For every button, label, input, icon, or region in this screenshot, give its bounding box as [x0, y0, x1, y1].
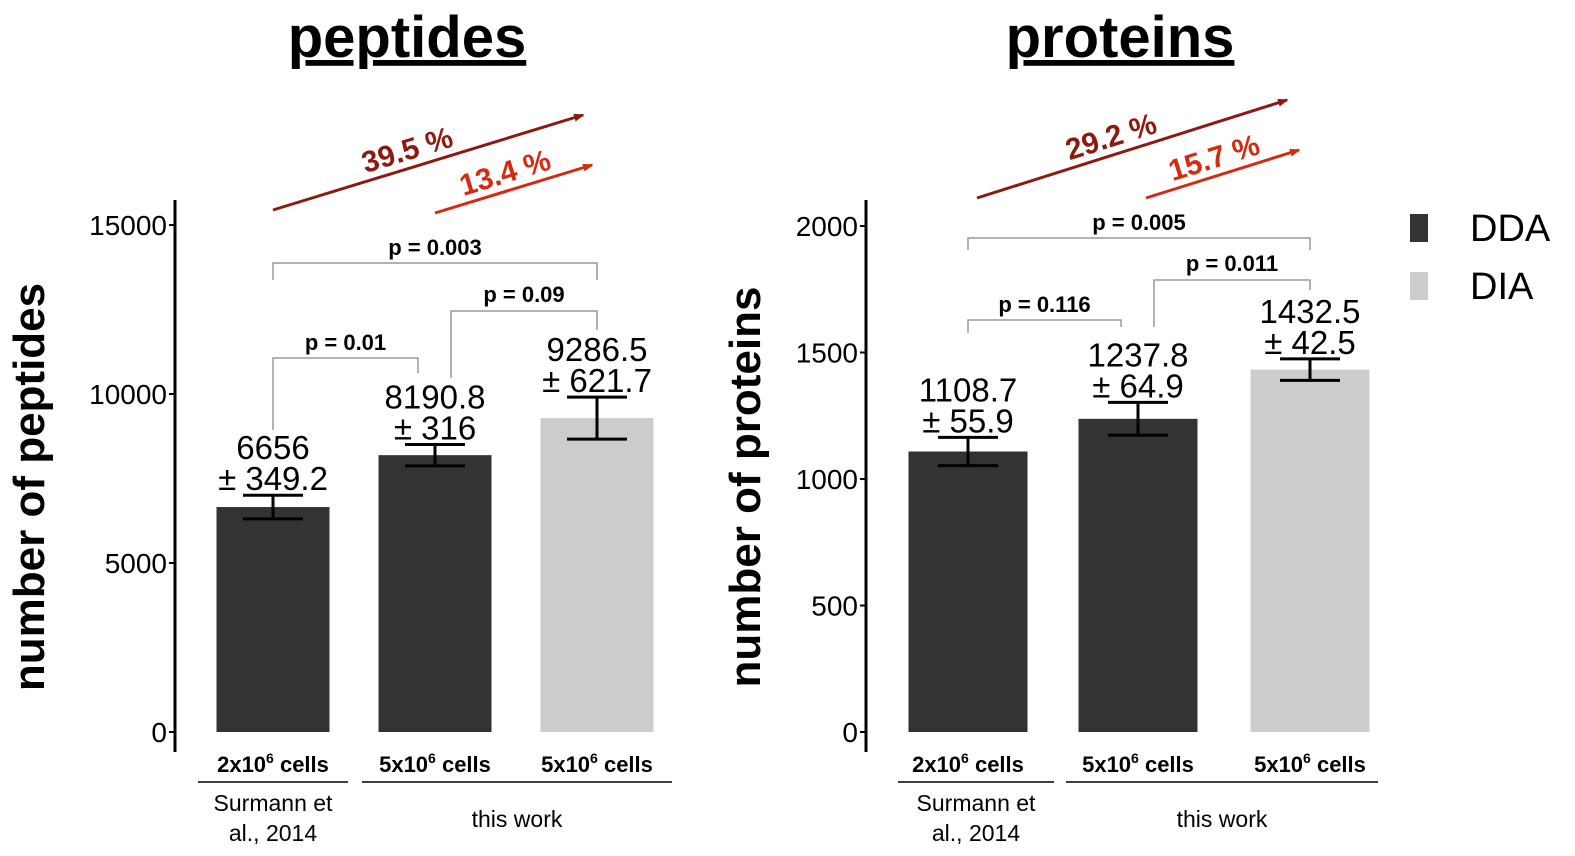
y-tick-label: 0	[842, 717, 858, 748]
x-label-base: 5x10	[1254, 752, 1303, 777]
x-label-rest: cells	[1311, 752, 1366, 777]
x-label-sup: 6	[1303, 750, 1311, 766]
bar-DIA	[1250, 369, 1370, 732]
y-tick-label: 15000	[89, 210, 167, 241]
value-label: 8190.8	[385, 378, 486, 415]
error-label: ± 64.9	[1092, 367, 1184, 404]
legend-swatch-DDA	[1410, 214, 1428, 242]
group-label: Surmann et	[214, 790, 334, 816]
x-tick-label: 5x106 cells	[1254, 750, 1366, 777]
x-label-rest: cells	[598, 752, 653, 777]
x-label-sup: 6	[961, 750, 969, 766]
p-value-label: p = 0.116	[998, 292, 1090, 317]
p-value-label: p = 0.003	[388, 235, 482, 260]
x-label-sup: 6	[266, 750, 274, 766]
significance-bracket	[272, 262, 598, 280]
x-label-sup: 6	[590, 750, 598, 766]
y-tick-label: 1500	[796, 338, 858, 369]
chart-title: proteins	[1006, 5, 1235, 70]
x-label-base: 5x10	[379, 752, 428, 777]
panel-peptides: peptides number of peptides 0 5000 10000 1500…	[5, 5, 672, 846]
group-label: al., 2014	[229, 820, 317, 846]
x-label-base: 5x10	[541, 752, 590, 777]
y-tick-label: 2000	[796, 211, 858, 242]
bar-DDA	[908, 451, 1028, 732]
y-axis-label: number of peptides	[5, 283, 54, 691]
bar-DDA	[378, 455, 492, 732]
group-label: this work	[1177, 806, 1268, 832]
y-tick-label: 5000	[105, 548, 167, 579]
group-label: this work	[472, 806, 563, 832]
x-label-rest: cells	[436, 752, 491, 777]
significance-bracket	[450, 310, 598, 378]
x-tick-label: 5x106 cells	[379, 750, 491, 777]
bar-DDA	[216, 507, 330, 732]
percent-increase-label: 39.5 %	[358, 121, 457, 180]
error-bar	[243, 493, 303, 521]
error-bar	[1280, 357, 1340, 382]
x-label-base: 2x10	[217, 752, 266, 777]
increase-arrow	[976, 98, 1287, 200]
error-bar	[405, 442, 465, 468]
x-label-rest: cells	[274, 752, 329, 777]
significance-bracket	[967, 237, 1311, 250]
x-label-rest: cells	[969, 752, 1024, 777]
x-tick-label: 5x106 cells	[1082, 750, 1194, 777]
y-tick-label: 0	[151, 717, 167, 748]
error-bar	[1108, 400, 1168, 437]
legend-label: DDA	[1470, 208, 1551, 250]
value-label: 9286.5	[547, 331, 648, 368]
error-label: ± 55.9	[922, 402, 1014, 439]
x-label-base: 2x10	[912, 752, 961, 777]
x-label-base: 5x10	[1082, 752, 1131, 777]
percent-increase-label: 15.7 %	[1165, 129, 1264, 188]
bar-DDA	[1078, 418, 1198, 732]
group-label: Surmann et	[917, 790, 1037, 816]
percent-increase-label: 29.2 %	[1062, 107, 1161, 167]
error-bar	[567, 395, 627, 441]
x-tick-label: 2x106 cells	[217, 750, 329, 777]
x-tick-label: 2x106 cells	[912, 750, 1024, 777]
significance-bracket	[967, 319, 1122, 333]
value-label: 1432.5	[1260, 293, 1361, 330]
legend: DDA DIA	[1410, 208, 1551, 308]
error-label: ± 621.7	[542, 362, 652, 399]
value-label: 6656	[236, 429, 309, 466]
group-label: al., 2014	[932, 820, 1020, 846]
p-value-label: p = 0.005	[1092, 210, 1186, 235]
x-label-sup: 6	[1131, 750, 1139, 766]
significance-bracket	[272, 357, 419, 430]
chart-title: peptides	[288, 5, 527, 70]
y-tick-label: 500	[811, 591, 858, 622]
percent-increase-label: 13.4 %	[456, 144, 555, 203]
value-label: 1237.8	[1088, 336, 1189, 373]
error-label: ± 349.2	[218, 460, 328, 497]
significance-bracket	[1153, 279, 1311, 327]
p-value-label: p = 0.09	[483, 282, 564, 307]
bar-DIA	[540, 418, 654, 732]
increase-arrow	[272, 113, 583, 212]
panel-proteins: proteins number of proteins 0 500 1000 1500 20…	[721, 5, 1378, 846]
error-label: ± 42.5	[1264, 324, 1356, 361]
error-bar	[938, 435, 998, 468]
value-label: 1108.7	[919, 371, 1017, 408]
error-label: ± 316	[394, 409, 476, 446]
y-tick-label: 10000	[89, 379, 167, 410]
y-axis-label: number of proteins	[721, 287, 770, 688]
increase-arrow	[1145, 148, 1299, 200]
legend-label: DIA	[1470, 266, 1534, 308]
x-tick-label: 5x106 cells	[541, 750, 653, 777]
x-label-sup: 6	[428, 750, 436, 766]
p-value-label: p = 0.01	[305, 330, 386, 355]
x-label-rest: cells	[1139, 752, 1194, 777]
legend-swatch-DIA	[1410, 272, 1428, 300]
y-tick-label: 1000	[796, 464, 858, 495]
increase-arrow	[434, 163, 592, 215]
p-value-label: p = 0.011	[1186, 251, 1278, 276]
